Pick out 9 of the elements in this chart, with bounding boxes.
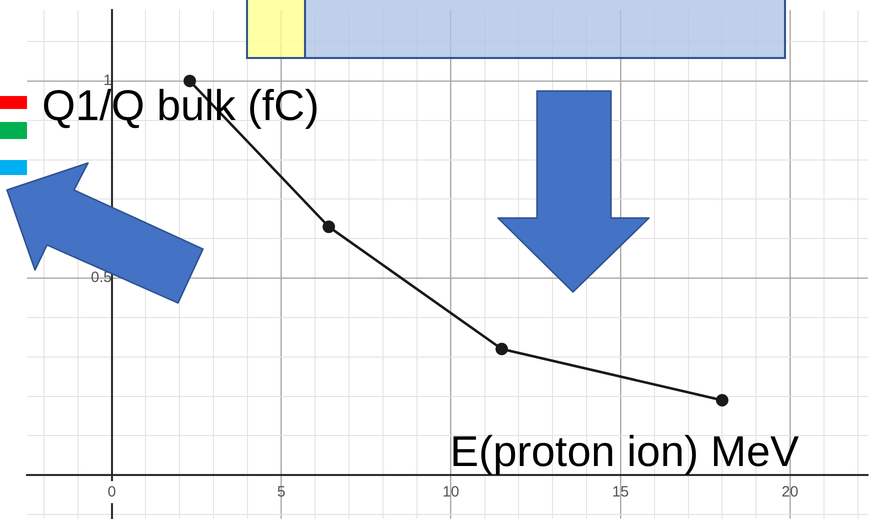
x-tick-label: 15 — [612, 483, 629, 500]
x-tick-label: 10 — [442, 483, 460, 500]
x-tick-label: 0 — [108, 483, 116, 500]
point — [496, 342, 508, 356]
point — [322, 220, 336, 234]
x-tick-label: 5 — [277, 483, 286, 500]
point — [716, 394, 728, 406]
x-tick-label: 20 — [782, 483, 798, 500]
x-axis-title: E(proton ion) MeV — [450, 428, 800, 476]
